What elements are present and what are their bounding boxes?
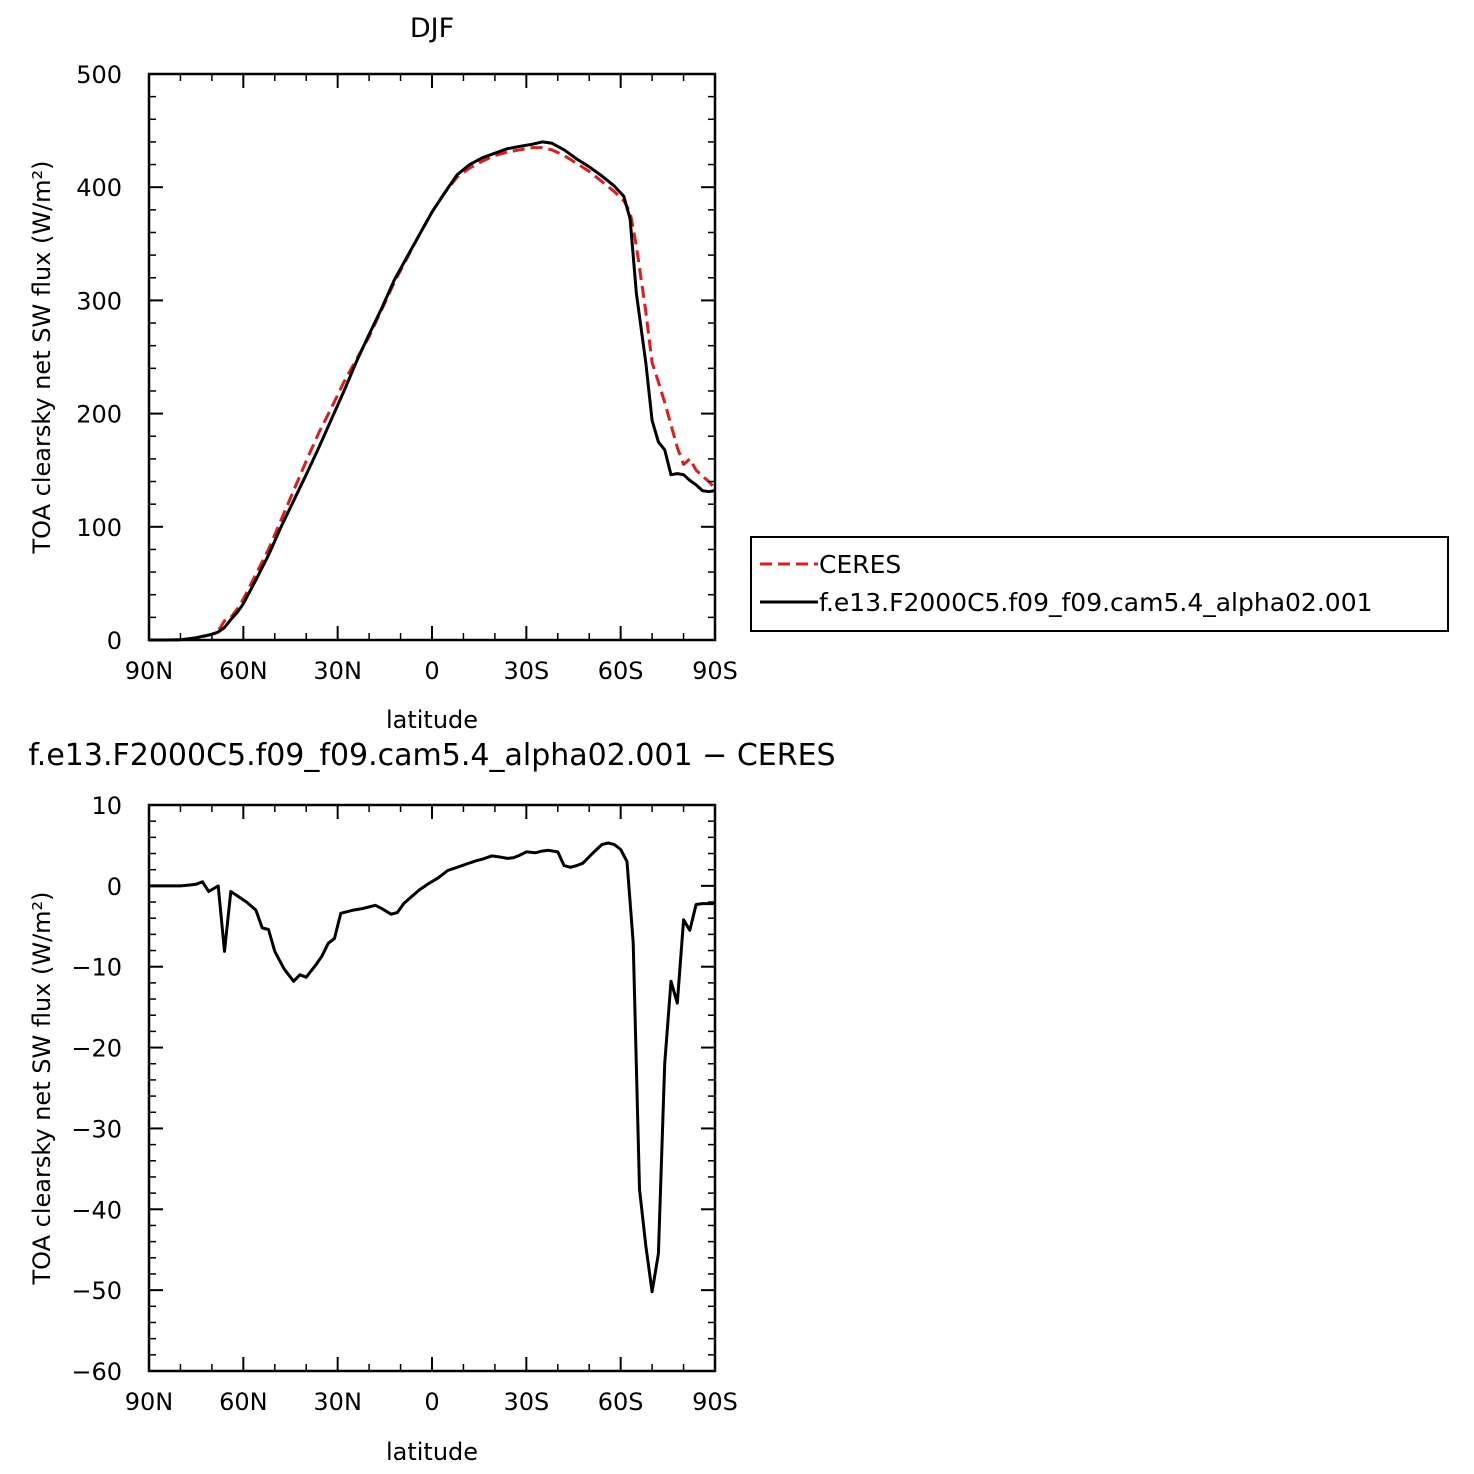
top-series-ceres-line [149, 146, 717, 642]
bottom-y-tick-label: −30 [71, 1115, 122, 1143]
top-x-tick-label: 30N [313, 657, 362, 685]
bottom-x-tick-label: 90N [125, 1388, 174, 1416]
top-x-axis-label: latitude [386, 706, 478, 734]
top-x-tick-label: 60N [219, 657, 268, 685]
top-y-tick-label: 300 [76, 287, 122, 315]
legend-box [750, 536, 1449, 632]
top-y-tick-label: 500 [76, 61, 122, 89]
bottom-y-tick-label: −20 [71, 1035, 122, 1063]
top-x-tick-label: 0 [424, 657, 439, 685]
top-x-tick-label: 30S [503, 657, 549, 685]
bottom-panel: f.e13.F2000C5.f09_f09.cam5.4_alpha02.001… [28, 738, 836, 1466]
top-x-tick-label: 90S [692, 657, 738, 685]
bottom-panel-title: f.e13.F2000C5.f09_f09.cam5.4_alpha02.001… [28, 738, 835, 773]
top-panel-title: DJF [410, 13, 454, 44]
bottom-y-tick-label: −40 [71, 1196, 122, 1224]
top-y-axis-label: TOA clearsky net SW flux (W/m²) [28, 160, 56, 554]
bottom-x-tick-label: 0 [424, 1388, 439, 1416]
legend-label-model: f.e13.F2000C5.f09_f09.cam5.4_alpha02.001 [819, 588, 1373, 617]
bottom-x-tick-label: 90S [692, 1388, 738, 1416]
bottom-plot-area: 90N 60N 30N 0 30S 60S 90S 10 0 −10 −20 −30 −40 −50 −60 [71, 792, 738, 1416]
top-panel: DJF 90N 60N 30N 0 30S 60S 90S0100200300400500 … [28, 13, 738, 734]
legend: CERES f.e13.F2000C5.f09_f09.cam5.4_alpha… [750, 536, 1449, 632]
bottom-x-axis-label: latitude [386, 1438, 478, 1466]
top-y-tick-label: 0 [107, 627, 122, 655]
top-x-tick-label: 90N [125, 657, 174, 685]
bottom-x-tick-label: 60N [219, 1388, 268, 1416]
bottom-x-tick-label: 60S [598, 1388, 644, 1416]
top-y-tick-label: 200 [76, 401, 122, 429]
top-plot-frame [147, 72, 717, 642]
bottom-x-tick-label: 30N [313, 1388, 362, 1416]
bottom-y-tick-label: −10 [71, 954, 122, 982]
bottom-y-tick-label: −60 [71, 1358, 122, 1386]
bottom-x-tick-label: 30S [503, 1388, 549, 1416]
top-series-model-line [149, 140, 716, 642]
top-y-tick-label: 100 [76, 514, 122, 542]
top-y-tick-label: 400 [76, 174, 122, 202]
bottom-y-tick-label: −50 [71, 1277, 122, 1305]
top-x-tick-label: 60S [598, 657, 644, 685]
bottom-y-axis-label: TOA clearsky net SW flux (W/m²) [28, 891, 56, 1285]
top-plot-area: 90N 60N 30N 0 30S 60S 90S 0 100 200 300 400 500 [76, 61, 738, 685]
bottom-series-difference-line [149, 841, 715, 1294]
bottom-y-tick-label: 0 [107, 873, 122, 901]
legend-label-ceres: CERES [819, 550, 901, 579]
bottom-y-tick-label: 10 [91, 792, 122, 820]
